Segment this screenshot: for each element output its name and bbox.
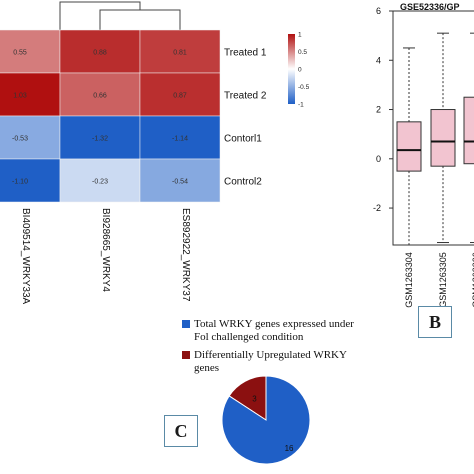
legend-item-upregulated: Differentially Upregulated WRKY genes (182, 349, 362, 375)
boxplot-sample-label: GSM1263306 (471, 252, 474, 308)
boxplot-title: GSE52336/GP (400, 2, 460, 12)
boxplot-box (430, 109, 456, 167)
boxplot-sample-label: GSM1263305 (438, 252, 448, 308)
heatmap-cell-value: 0.87 (173, 93, 187, 100)
heatmap-cell-value: 0.81 (173, 50, 187, 57)
pie-slice-label: 16 (285, 444, 294, 453)
heatmap-cell (139, 72, 221, 117)
heatmap-cell (0, 158, 61, 203)
heatmap-column-label: BI409514_WRKY33A (20, 208, 31, 305)
heatmap-cell-value: 1.03 (13, 93, 27, 100)
heatmap-column-label: BI928665_WRKY4 (100, 208, 111, 292)
heatmap-cell (139, 158, 221, 203)
column-dendrogram-link (99, 9, 181, 30)
panel-label-c: C (164, 415, 198, 447)
heatmap-cell-value: -1.32 (92, 136, 108, 143)
heatmap-row-label: Treated 2 (224, 91, 267, 102)
heatmap-colorbar: 1 0.5 0 -0.5 -1 (288, 32, 310, 109)
heatmap-row-label: Control2 (224, 177, 262, 188)
legend-label-upregulated: Differentially Upregulated WRKY genes (194, 349, 347, 374)
heatmap-row-label: Contorl1 (224, 134, 262, 145)
colorbar-tick-label: -0.5 (298, 84, 310, 91)
heatmap-cell-value: -0.53 (12, 136, 28, 143)
boxplot-frame (392, 10, 474, 246)
pie-slice-label: 3 (252, 395, 257, 404)
colorbar-tick-label: 1 (298, 32, 302, 39)
pie-legend: Total WRKY genes expressed under Fol cha… (182, 318, 362, 380)
pie-chart: 3 16 (221, 375, 311, 465)
boxplot-panel: GSE52336/GP -2 0 2 4 6 GSM1263304 GSM1263305 GSM… (373, 2, 474, 308)
heatmap-cell-value: -0.23 (92, 179, 108, 186)
boxplot-sample-label: GSM1263304 (404, 252, 414, 308)
heatmap-cell (0, 29, 61, 74)
legend-swatch-red (182, 351, 190, 359)
heatmap-column-label: ES892922_WRKY37 (180, 208, 191, 302)
legend-item-total: Total WRKY genes expressed under Fol cha… (182, 318, 362, 344)
boxplot-box (463, 96, 474, 165)
legend-swatch-blue (182, 320, 190, 328)
heatmap-panel: 0.55 0.88 0.81 Treated 1 1.03 0.66 0.87 Treated… (0, 1, 267, 305)
boxplot-ytick-label: 6 (376, 6, 381, 16)
heatmap-cell-value: 0.66 (93, 93, 107, 100)
heatmap-cell (139, 29, 221, 74)
legend-label-total: Total WRKY genes expressed under Fol cha… (194, 318, 354, 343)
heatmap-cell-value: 0.55 (13, 50, 27, 57)
boxplot-ytick-label: 2 (376, 105, 381, 115)
panel-label-b: B (418, 306, 452, 338)
colorbar-tick-label: 0 (298, 67, 302, 74)
heatmap-cell (0, 115, 61, 160)
heatmap-cell-value: -1.14 (172, 136, 188, 143)
boxplot-box (396, 121, 422, 172)
heatmap-row-label: Treated 1 (224, 48, 267, 59)
panel-label-b-text: B (428, 311, 441, 332)
colorbar-tick-label: -1 (298, 102, 304, 109)
boxplot-ytick-label: -2 (373, 203, 381, 213)
boxplot-ytick-label: 4 (376, 55, 381, 65)
colorbar-strip (288, 34, 295, 104)
column-dendrogram-root (59, 1, 141, 30)
colorbar-tick-label: 0.5 (298, 49, 307, 56)
heatmap-cell (139, 115, 221, 160)
pie-slice (221, 375, 311, 465)
heatmap-cell-value: -1.10 (12, 179, 28, 186)
heatmap-cell (0, 72, 61, 117)
heatmap-cell-value: 0.88 (93, 50, 107, 57)
heatmap-cell-value: -0.54 (172, 179, 188, 186)
panel-label-c-text: C (174, 420, 188, 441)
boxplot-ytick-label: 0 (376, 154, 381, 164)
